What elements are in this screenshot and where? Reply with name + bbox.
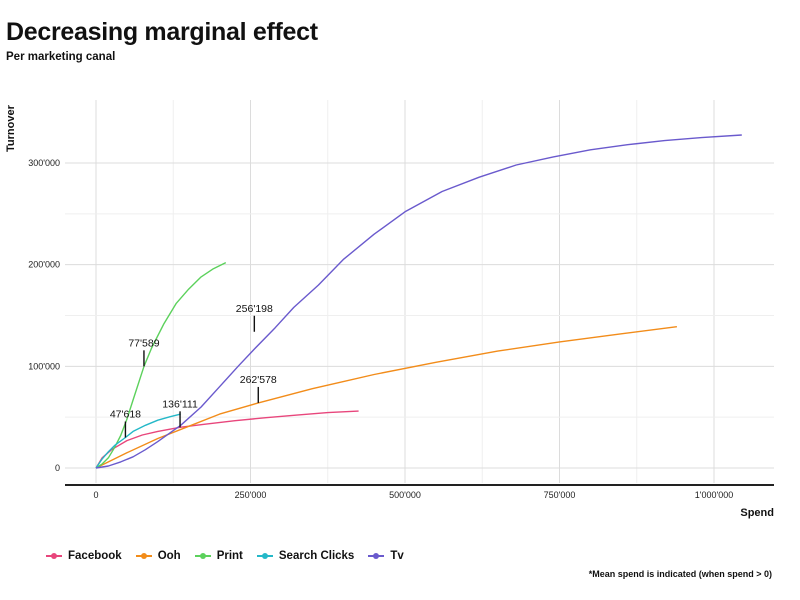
y-tick-label: 0 [55, 463, 60, 473]
chart-title: Decreasing marginal effect [6, 18, 318, 46]
chart-subtitle: Per marketing canal [6, 51, 116, 63]
chart-legend: Facebook Ooh Print Search Clicks Tv [46, 550, 404, 562]
legend-swatch [46, 551, 62, 561]
mean-spend-label: 256'198 [236, 303, 273, 315]
x-axis-title: Spend [740, 507, 774, 519]
legend-item: Tv [368, 550, 404, 562]
legend-item: Facebook [46, 550, 122, 562]
mean-spend-label: 262'578 [240, 374, 277, 386]
legend-item: Print [194, 550, 243, 562]
mean-spend-label: 47'618 [110, 409, 141, 421]
legend-swatch [256, 551, 273, 561]
legend-item: Search Clicks [256, 550, 355, 562]
footnote: *Mean spend is indicated (when spend > 0… [588, 569, 772, 579]
y-tick-label: 100'000 [28, 361, 60, 371]
legend-swatch [368, 551, 385, 561]
chart-plot: 0 250'000 500'000 750'000 1'000'000 0 100'000 2… [5, 100, 774, 519]
x-tick-label: 0 [93, 490, 98, 500]
mean-spend-label: 136'111 [162, 398, 198, 410]
x-tick-label: 250'000 [235, 490, 267, 500]
legend-swatch [135, 551, 152, 561]
series-line-tv [95, 134, 742, 469]
legend-label: Facebook [68, 550, 122, 562]
legend-label: Print [216, 550, 243, 562]
legend-swatch [194, 551, 211, 561]
y-axis-title: Turnover [5, 104, 17, 152]
legend-label: Search Clicks [278, 550, 355, 562]
legend-item: Ooh [135, 550, 181, 562]
y-tick-label: 200'000 [28, 260, 60, 270]
mean-spend-label: 77'589 [128, 337, 159, 349]
y-tick-label: 300'000 [28, 158, 60, 168]
x-tick-label: 750'000 [544, 490, 576, 500]
x-tick-label: 500'000 [389, 490, 421, 500]
series-line-ooh [95, 326, 677, 469]
series-line-search-clicks [95, 413, 181, 469]
x-tick-label: 1'000'000 [695, 490, 733, 500]
legend-label: Ooh [157, 550, 181, 562]
legend-label: Tv [390, 550, 404, 562]
